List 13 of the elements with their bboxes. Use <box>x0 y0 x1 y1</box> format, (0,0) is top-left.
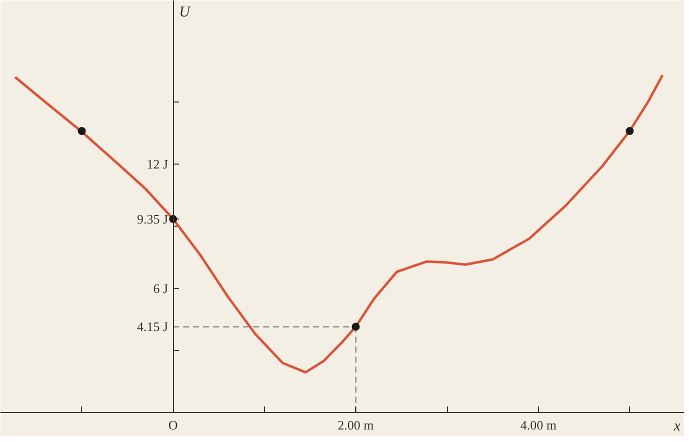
y-tick-label: 9.35 J <box>137 212 168 227</box>
y-tick-label: 12 J <box>146 156 168 172</box>
y-tick-label: 4.15 J <box>137 319 168 334</box>
point <box>626 126 634 135</box>
point <box>352 322 360 331</box>
line-series <box>14 74 664 374</box>
x-tick-label: 4.00 m <box>520 418 556 433</box>
x-axis-title: x <box>672 418 681 435</box>
y-tick-label: 6 J <box>153 280 168 296</box>
y-axis-title: U <box>179 4 192 20</box>
x-tick-label: 2.00 m <box>338 418 374 433</box>
x-tick-label: O <box>168 418 178 433</box>
point <box>78 126 86 135</box>
